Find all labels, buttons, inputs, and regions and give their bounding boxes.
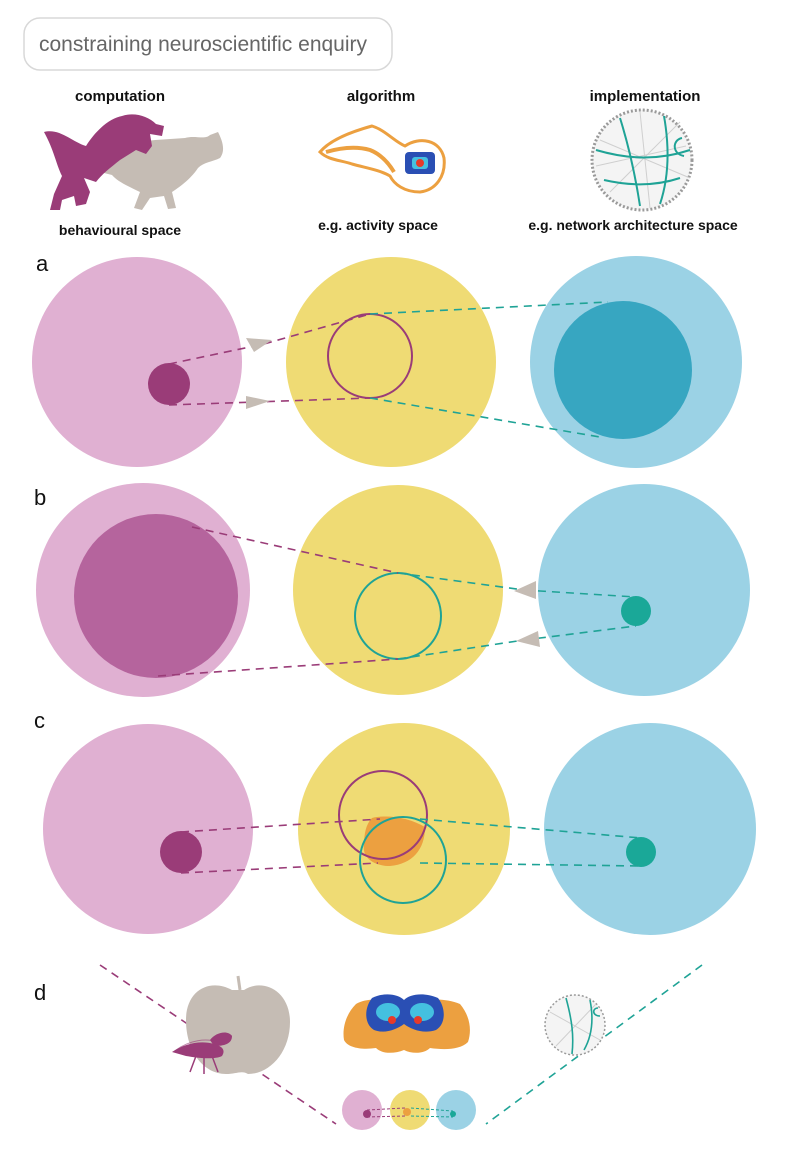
arrow-icon bbox=[514, 581, 536, 599]
column-subheading-implementation: e.g. network architecture space bbox=[528, 217, 738, 233]
constraint-line bbox=[397, 572, 525, 591]
fly-brain-activity-icon bbox=[343, 994, 470, 1053]
constraint-line bbox=[180, 818, 381, 833]
constraint-line bbox=[168, 397, 371, 406]
algorithm-space-circle bbox=[286, 257, 496, 467]
column-heading-algorithm: algorithm bbox=[347, 88, 415, 105]
mini-behaviour-dot bbox=[363, 1110, 371, 1118]
implementation-space-circle bbox=[538, 484, 750, 696]
mini-constraint-line bbox=[366, 1115, 406, 1118]
column-heading-implementation: implementation bbox=[590, 88, 701, 105]
zoom-line bbox=[485, 964, 703, 1125]
figure-title: constraining neuroscientific enquiry bbox=[39, 33, 368, 56]
constraint-line bbox=[419, 818, 642, 839]
arrow-icon bbox=[246, 338, 272, 352]
mini-implementation-space-circle bbox=[436, 1090, 476, 1130]
column-subheading-computation: behavioural space bbox=[59, 222, 181, 238]
column-subheading-algorithm: e.g. activity space bbox=[318, 217, 438, 233]
mini-constraint-line bbox=[410, 1107, 454, 1112]
algorithm-space-circle bbox=[293, 485, 503, 695]
behaviour-target-dot bbox=[160, 831, 202, 873]
constraint-line bbox=[523, 589, 637, 598]
projection-line bbox=[369, 397, 601, 438]
arrow-icon bbox=[516, 631, 540, 647]
projection-line bbox=[157, 658, 399, 677]
zebrafish-activity-icon bbox=[317, 124, 446, 194]
constraint-line bbox=[419, 862, 642, 867]
panel-label-b: b bbox=[34, 485, 46, 510]
implementation-target-dot bbox=[626, 837, 656, 867]
arrow-icon bbox=[246, 396, 270, 409]
column-heading-computation: computation bbox=[75, 88, 165, 105]
fly-on-apple-icon bbox=[172, 975, 290, 1074]
panel-label-a: a bbox=[36, 251, 49, 276]
panel-b bbox=[36, 483, 750, 697]
panel-a bbox=[32, 256, 742, 468]
constraint-line bbox=[168, 343, 265, 365]
overlap-region bbox=[363, 816, 425, 866]
panel-label-c: c bbox=[34, 708, 45, 733]
mini-constraint-line bbox=[410, 1115, 454, 1118]
mini-overlap-dot bbox=[403, 1108, 411, 1116]
implementation-space-circle bbox=[544, 723, 756, 935]
behaviour-target-dot bbox=[148, 363, 190, 405]
projection-line bbox=[369, 301, 609, 315]
mini-computation-space-circle bbox=[342, 1090, 382, 1130]
panel-c bbox=[43, 723, 756, 935]
title-box: constraining neuroscientific enquiry bbox=[23, 17, 393, 71]
constraint-line bbox=[180, 862, 379, 874]
computation-space-circle bbox=[43, 724, 253, 934]
implementation-subspace-circle bbox=[554, 301, 692, 439]
constraint-line bbox=[523, 625, 637, 641]
constraint-line bbox=[397, 639, 525, 660]
connectome-network-icon bbox=[590, 108, 694, 212]
fly-connectome-icon bbox=[544, 994, 606, 1056]
projection-line bbox=[191, 526, 399, 574]
computation-space-circle bbox=[32, 257, 242, 467]
mini-implementation-dot bbox=[450, 1111, 456, 1117]
computation-subspace-circle bbox=[74, 514, 238, 678]
mini-constraint-line bbox=[366, 1107, 406, 1111]
implementation-target-dot bbox=[621, 596, 651, 626]
computation-constrained-outline bbox=[338, 770, 428, 860]
implementation-constrained-outline bbox=[359, 816, 447, 904]
dinosaurs-icon bbox=[44, 114, 224, 210]
panel-label-d: d bbox=[34, 980, 46, 1005]
panel-d bbox=[99, 964, 703, 1130]
constraint-line bbox=[263, 313, 371, 345]
